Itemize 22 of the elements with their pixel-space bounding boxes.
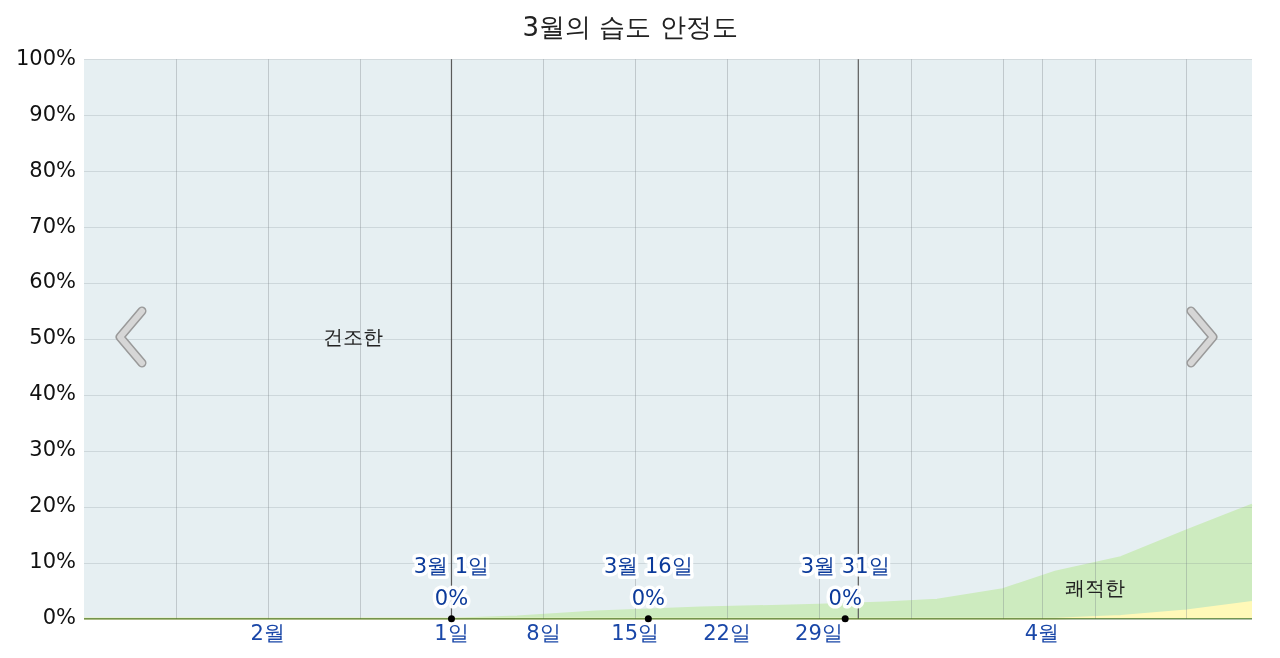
- y-tick-label: 30%: [29, 437, 77, 462]
- x-tick-label: 29일: [795, 620, 843, 645]
- x-tick-label: 15일: [611, 620, 660, 645]
- x-tick-label: 22일: [703, 620, 751, 645]
- y-tick-label: 20%: [29, 493, 77, 518]
- y-tick-label: 60%: [29, 269, 77, 294]
- x-tick-label: 1일: [434, 620, 469, 645]
- y-tick-label: 80%: [29, 157, 77, 182]
- y-tick-label: 50%: [29, 325, 77, 350]
- y-tick-label: 90%: [29, 101, 77, 126]
- annotation: 3월 16일 0%: [603, 553, 693, 610]
- series-label: 쾌적한: [1064, 576, 1125, 601]
- y-tick-label: 100%: [15, 45, 77, 70]
- x-tick-label: 8일: [526, 620, 561, 645]
- y-tick-label: 40%: [29, 381, 77, 406]
- y-tick-label: 0%: [42, 605, 77, 630]
- x-tick-label: 4월: [1024, 620, 1060, 645]
- band-label: 건조한: [322, 325, 383, 350]
- chart-title: 3월의 습도 안정도: [522, 12, 738, 43]
- y-tick-label: 70%: [29, 213, 77, 238]
- x-tick-label: 2월: [250, 620, 285, 645]
- y-tick-label: 10%: [29, 549, 77, 574]
